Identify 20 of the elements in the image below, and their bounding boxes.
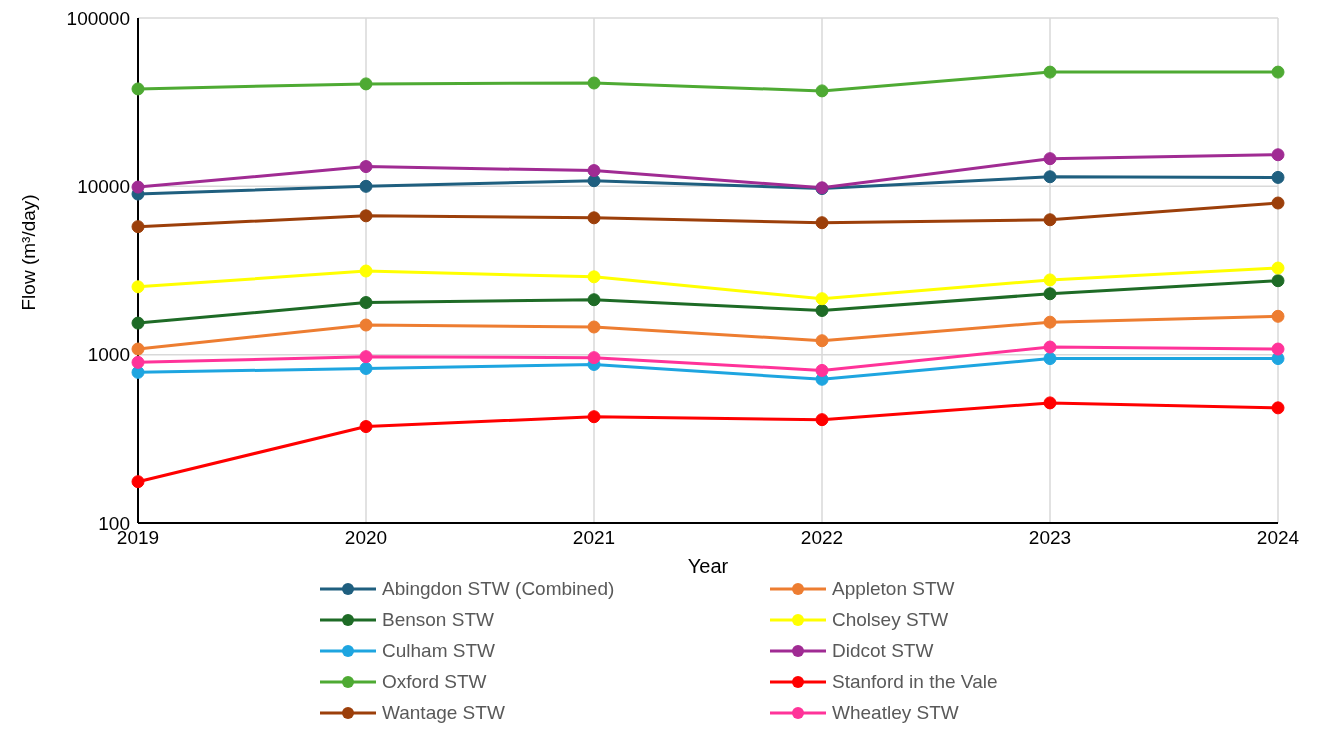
y-axis-title: Flow (m³/day)	[17, 194, 39, 311]
legend-label: Didcot STW	[832, 639, 934, 662]
legend-label: Wheatley STW	[832, 701, 959, 724]
legend-label: Oxford STW	[382, 670, 487, 693]
legend-label: Wantage STW	[382, 701, 505, 724]
x-tick-label: 2022	[800, 527, 844, 549]
y-tick-label: 10000	[77, 176, 130, 198]
legend-label: Abingdon STW (Combined)	[382, 577, 615, 600]
legend-label: Cholsey STW	[832, 608, 949, 631]
legend-label: Appleton STW	[832, 577, 955, 600]
x-tick-label: 2023	[1028, 527, 1072, 549]
legend-label: Benson STW	[382, 608, 494, 631]
x-tick-label: 2021	[572, 527, 616, 549]
x-axis-title: Year	[687, 555, 729, 577]
x-tick-label: 2020	[344, 527, 388, 549]
legend-label: Stanford in the Vale	[832, 670, 998, 693]
legend-label: Culham STW	[382, 639, 495, 662]
x-tick-label: 2024	[1256, 527, 1300, 549]
y-tick-label: 1000	[87, 344, 130, 366]
y-tick-label: 100000	[66, 7, 130, 29]
